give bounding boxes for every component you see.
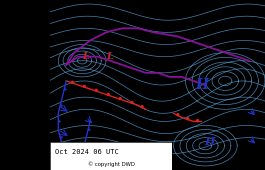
Polygon shape xyxy=(64,88,67,90)
Polygon shape xyxy=(82,160,85,163)
Polygon shape xyxy=(84,144,87,147)
Circle shape xyxy=(196,120,198,122)
Text: L: L xyxy=(107,52,113,61)
Circle shape xyxy=(72,81,73,83)
Circle shape xyxy=(187,118,189,120)
Circle shape xyxy=(141,106,143,108)
Text: Oct 2024 06 UTC: Oct 2024 06 UTC xyxy=(55,149,119,155)
Polygon shape xyxy=(58,120,61,123)
Text: © copyright DWD: © copyright DWD xyxy=(88,162,135,167)
Circle shape xyxy=(107,94,109,95)
Text: H: H xyxy=(195,78,208,92)
Polygon shape xyxy=(60,136,63,139)
Circle shape xyxy=(83,85,85,87)
Circle shape xyxy=(95,89,97,91)
Polygon shape xyxy=(66,152,69,155)
Text: L: L xyxy=(83,52,90,61)
Polygon shape xyxy=(88,128,91,131)
Text: H: H xyxy=(204,136,215,147)
Circle shape xyxy=(131,101,133,104)
Circle shape xyxy=(119,98,121,99)
Circle shape xyxy=(177,114,179,116)
Polygon shape xyxy=(60,104,63,107)
